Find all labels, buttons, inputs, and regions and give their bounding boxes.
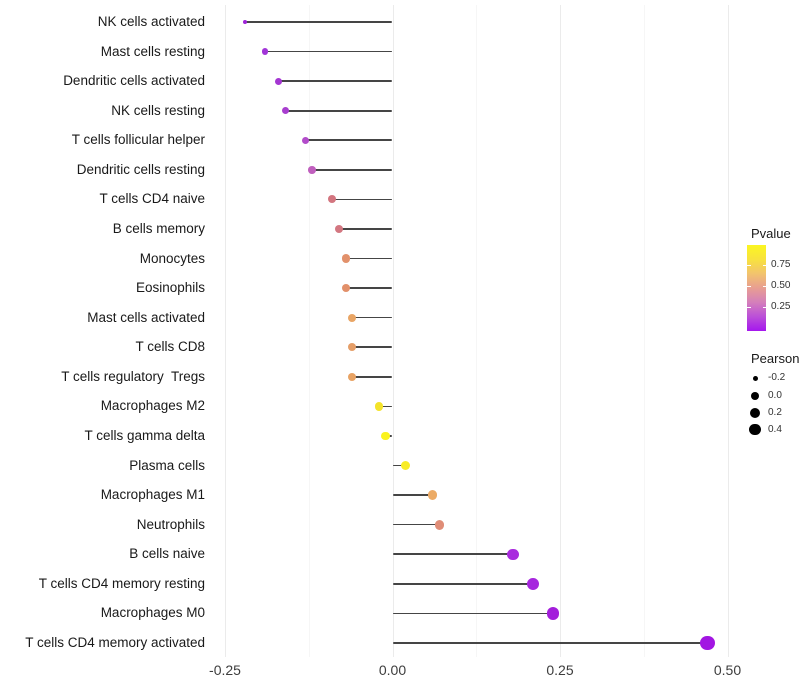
y-axis-label: T cells CD4 memory activated <box>25 634 205 650</box>
data-point <box>547 607 560 620</box>
y-axis-label: T cells CD4 naive <box>99 191 205 207</box>
lollipop-stem <box>352 376 393 378</box>
pvalue-gradient-label: 0.50 <box>771 280 791 292</box>
lollipop-stem <box>338 228 393 230</box>
lollipop-stem <box>345 257 393 260</box>
data-point <box>348 313 357 322</box>
x-axis-tick-label: -0.25 <box>209 662 241 678</box>
gridline-minor <box>643 5 645 657</box>
pearson-size-dot <box>749 423 761 436</box>
y-axis-label: Dendritic cells resting <box>76 161 205 177</box>
gridline-major <box>392 5 394 657</box>
data-point <box>434 519 445 530</box>
data-point <box>381 431 391 441</box>
data-point <box>348 372 357 381</box>
gridline-major <box>560 5 561 657</box>
lollipop-stem <box>332 198 393 201</box>
data-point <box>527 577 540 590</box>
y-axis-label: Neutrophils <box>136 516 205 532</box>
x-axis-tick-label: 0.00 <box>378 662 407 678</box>
gridline-major <box>225 5 226 657</box>
pvalue-legend-title: Pvalue <box>751 226 791 241</box>
data-point <box>281 107 289 115</box>
pearson-size-dot <box>751 391 759 400</box>
data-point <box>374 402 384 411</box>
data-point <box>427 490 438 500</box>
data-point <box>341 284 350 293</box>
pvalue-gradient-bar <box>747 245 766 331</box>
x-axis-tick-label: 0.25 <box>546 662 574 678</box>
gradient-tick <box>747 264 751 266</box>
y-axis-label: NK cells resting <box>111 102 205 118</box>
lollipop-stem <box>245 21 393 23</box>
lollipop-stem <box>392 494 433 496</box>
data-point <box>507 548 519 560</box>
gradient-tick <box>747 286 751 288</box>
x-axis-tick-label: 0.50 <box>713 662 742 678</box>
pearson-size-label: 0.4 <box>768 423 782 435</box>
data-point <box>261 48 269 55</box>
lollipop-stem <box>352 316 393 319</box>
y-axis-label: Mast cells resting <box>100 43 205 59</box>
lollipop-stem <box>278 80 393 82</box>
gridline-major <box>727 5 729 657</box>
y-axis-label: T cells follicular helper <box>71 132 205 148</box>
data-point <box>301 136 310 144</box>
gradient-tick <box>747 306 751 308</box>
pearson-size-label: -0.2 <box>768 372 786 383</box>
lollipop-stem <box>392 464 406 467</box>
pearson-size-label: 0.2 <box>768 406 782 418</box>
y-axis-label: Plasma cells <box>129 457 205 473</box>
gradient-tick <box>762 286 766 288</box>
y-axis-label: B cells memory <box>112 220 205 236</box>
lollipop-stem <box>392 523 440 526</box>
lollipop-stem <box>265 50 393 53</box>
data-point <box>328 195 337 204</box>
y-axis-label: T cells CD8 <box>135 339 205 355</box>
lollipop-stem <box>312 169 393 171</box>
pvalue-gradient-label: 0.75 <box>771 258 791 270</box>
data-point <box>401 460 411 471</box>
lollipop-stem <box>345 287 393 289</box>
y-axis-label: T cells gamma delta <box>84 427 205 443</box>
data-point <box>275 77 283 85</box>
lollipop-stem <box>379 405 393 408</box>
data-point <box>334 224 343 234</box>
gradient-tick <box>762 306 766 308</box>
gridline-minor <box>308 5 310 657</box>
pvalue-gradient-label: 0.25 <box>771 300 791 312</box>
gradient-tick <box>762 264 766 266</box>
y-axis-label: Dendritic cells activated <box>63 73 205 89</box>
data-point <box>341 254 350 263</box>
pearson-size-dot <box>752 375 758 381</box>
pearson-size-label: 0.0 <box>768 389 782 401</box>
lollipop-stem <box>392 583 534 585</box>
data-point <box>700 635 715 651</box>
lollipop-stem <box>352 346 393 349</box>
y-axis-label: B cells naive <box>129 546 205 562</box>
y-axis-label: Macrophages M2 <box>100 398 205 414</box>
data-point <box>242 19 248 25</box>
y-axis-label: Macrophages M0 <box>100 605 205 621</box>
lollipop-stem <box>392 553 514 556</box>
gridline-minor <box>476 5 478 657</box>
y-axis-label: Eosinophils <box>135 280 205 296</box>
y-axis-label: NK cells activated <box>97 14 205 29</box>
lollipop-stem <box>392 642 708 644</box>
y-axis-label: T cells regulatory Tregs <box>61 368 205 384</box>
pearson-legend-title: Pearson <box>751 351 800 366</box>
data-point <box>308 166 316 174</box>
lollipop-stem <box>392 612 554 615</box>
y-axis-label: Monocytes <box>139 250 205 266</box>
data-point <box>348 343 357 352</box>
y-axis-label: Mast cells activated <box>87 309 205 325</box>
pearson-size-dot <box>750 407 760 418</box>
lollipop-stem <box>305 139 393 142</box>
lollipop-stem <box>285 109 393 112</box>
y-axis-label: Macrophages M1 <box>100 487 205 503</box>
y-axis-label: T cells CD4 memory resting <box>38 575 205 591</box>
